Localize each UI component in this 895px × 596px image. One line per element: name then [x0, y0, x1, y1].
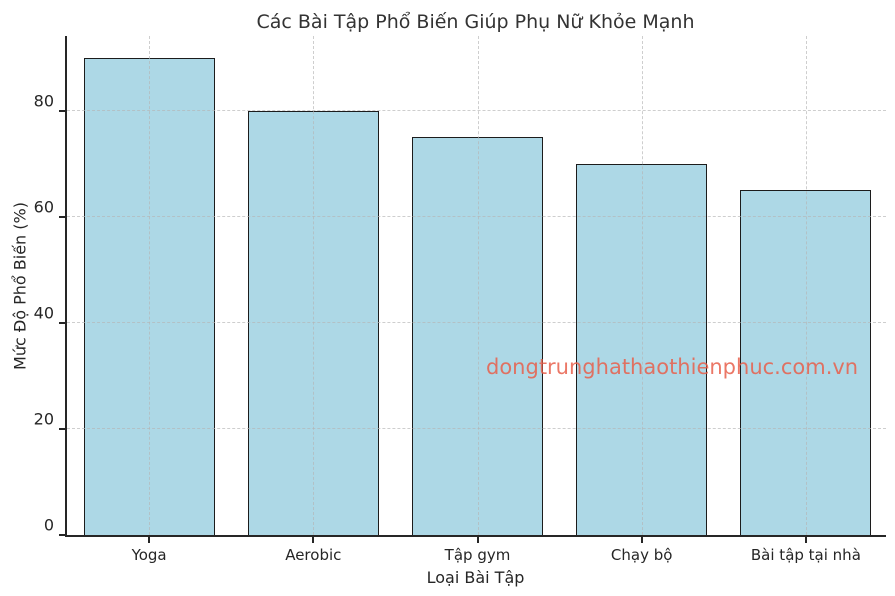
h-gridline-40 [67, 321, 886, 323]
x-tick-mark-4 [640, 537, 643, 543]
h-gridline-80 [67, 109, 886, 111]
y-tick-label-80: 80 [33, 91, 54, 111]
x-tick-mark-5 [804, 537, 807, 543]
x-axis-label: Loại Bài Tập [426, 568, 525, 587]
x-tick-label-1: Yoga [131, 546, 167, 564]
watermark-text: dongtrunghathaothienphuc.com.vn [486, 355, 859, 379]
x-tick-mark-3 [476, 537, 479, 543]
x-tick-mark-2 [312, 537, 315, 543]
h-gridline-60 [67, 215, 886, 217]
v-gridline-5 [805, 36, 807, 535]
plot-area: 0 20 40 60 80 Yoga Aerobic Tập gym Chạy bộ Bài tậ… [34, 36, 886, 564]
v-gridline-4 [641, 36, 643, 535]
v-gridline-1 [149, 36, 151, 535]
y-tick-mark-20 [59, 427, 66, 430]
chart-title: Các Bài Tập Phổ Biến Giúp Phụ Nữ Khỏe Mạ… [256, 11, 695, 33]
x-tick-label-3: Tập gym [444, 546, 511, 564]
y-tick-mark-0 [59, 534, 66, 536]
y-tick-mark-40 [59, 321, 66, 324]
x-tick-label-4: Chạy bộ [610, 546, 673, 564]
y-tick-label-40: 40 [33, 303, 54, 323]
x-tick-label-2: Aerobic [285, 546, 342, 564]
y-tick-mark-80 [59, 109, 66, 112]
y-tick-label-60: 60 [33, 197, 54, 217]
v-gridline-2 [313, 36, 315, 535]
x-tick-label-5: Bài tập tại nhà [750, 546, 861, 564]
y-tick-label-20: 20 [33, 409, 54, 429]
v-gridline-3 [477, 36, 479, 535]
y-tick-label-0: 0 [43, 515, 54, 535]
h-gridline-20 [67, 427, 886, 429]
y-axis-label: Mức Độ Phổ Biến (%) [10, 202, 30, 370]
y-tick-mark-60 [59, 215, 66, 218]
x-tick-mark-1 [148, 537, 151, 543]
